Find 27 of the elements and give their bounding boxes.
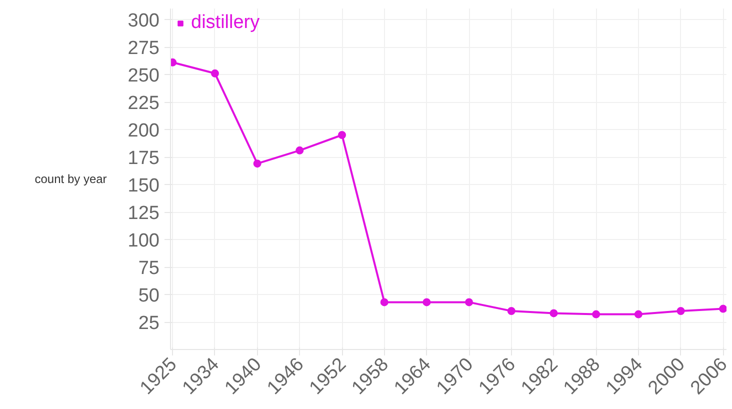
y-tick-label: 175 xyxy=(128,148,160,169)
point xyxy=(210,69,219,78)
point xyxy=(634,310,642,318)
y-tick-label: 75 xyxy=(138,258,160,279)
point xyxy=(550,309,558,318)
y-tick-label: 275 xyxy=(128,38,160,59)
point xyxy=(719,304,726,313)
y-tick-label: 50 xyxy=(138,286,160,306)
y-tick-label: 150 xyxy=(128,176,160,196)
y-axis-title: count by year xyxy=(34,172,107,186)
point xyxy=(253,160,262,168)
point xyxy=(592,310,600,318)
point xyxy=(338,131,346,139)
legend-label: distillery xyxy=(191,12,260,34)
y-tick-label: 25 xyxy=(138,313,160,334)
y-tick-label: 100 xyxy=(128,230,160,252)
point xyxy=(676,307,685,315)
point xyxy=(296,146,304,154)
y-tick-label: 125 xyxy=(128,203,160,224)
point xyxy=(507,307,516,315)
y-tick-label: 225 xyxy=(128,93,160,114)
y-tick-label: 200 xyxy=(128,120,160,142)
point xyxy=(422,298,431,306)
point xyxy=(465,298,474,306)
point xyxy=(380,298,388,306)
y-tick-label: 300 xyxy=(128,10,160,32)
y-tick-label: 250 xyxy=(128,66,160,86)
